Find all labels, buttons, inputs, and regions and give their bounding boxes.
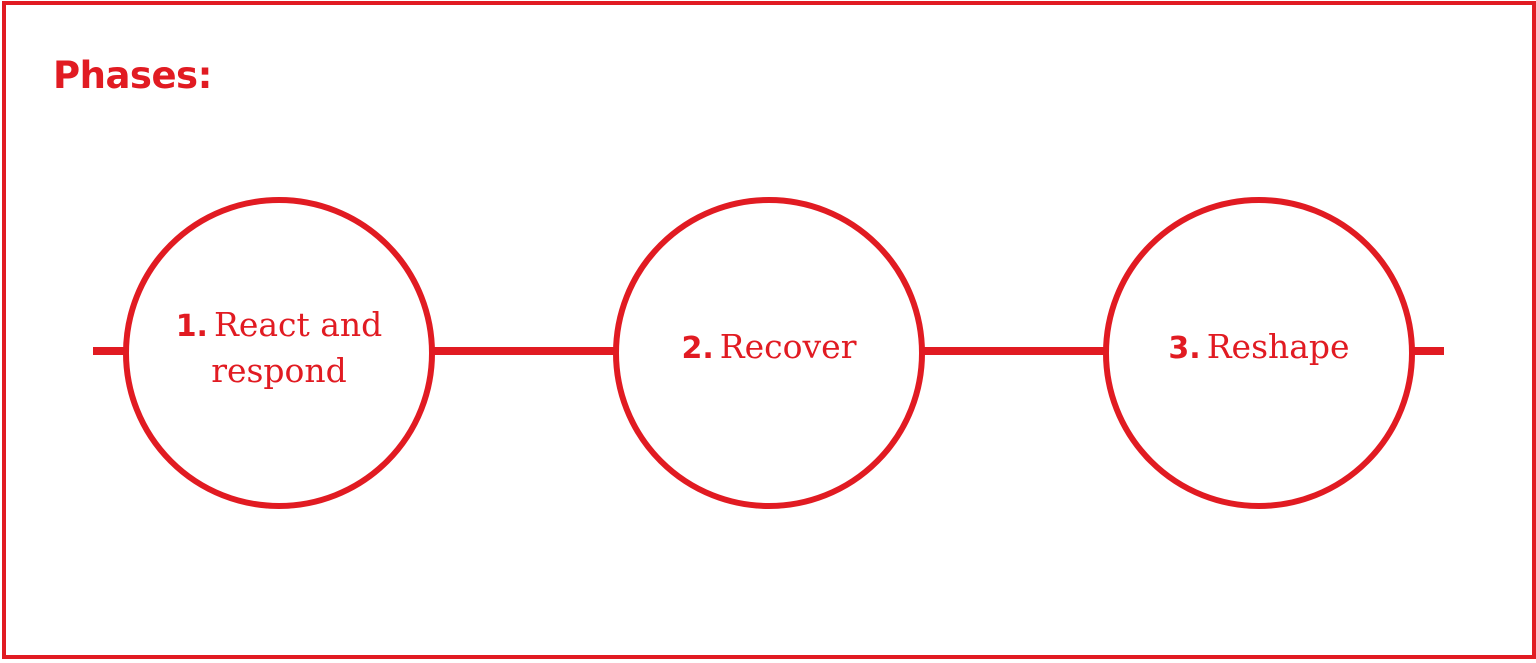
phase-text: Recover [719,327,857,366]
phase-number: 3. [1168,331,1201,366]
phase-circle-reshape: 3. Reshape [1103,197,1415,509]
page-title: Phases: [53,54,212,97]
phase-number: 1. [175,309,208,344]
phase-text: Reshape [1206,327,1350,366]
phase-text: React and respond [211,305,383,390]
phase-circle-react-and-respond: 1. React and respond [123,197,435,509]
connector-line-1-2 [427,347,617,355]
connector-line-left [93,347,131,355]
phase-circle-recover: 2. Recover [613,197,925,509]
phase-number: 2. [681,331,714,366]
connector-line-2-3 [915,347,1108,355]
phase-label: 2. Recover [659,325,879,371]
connector-line-right [1407,347,1444,355]
phase-label: 1. React and respond [169,303,389,393]
phase-label: 3. Reshape [1149,325,1369,371]
